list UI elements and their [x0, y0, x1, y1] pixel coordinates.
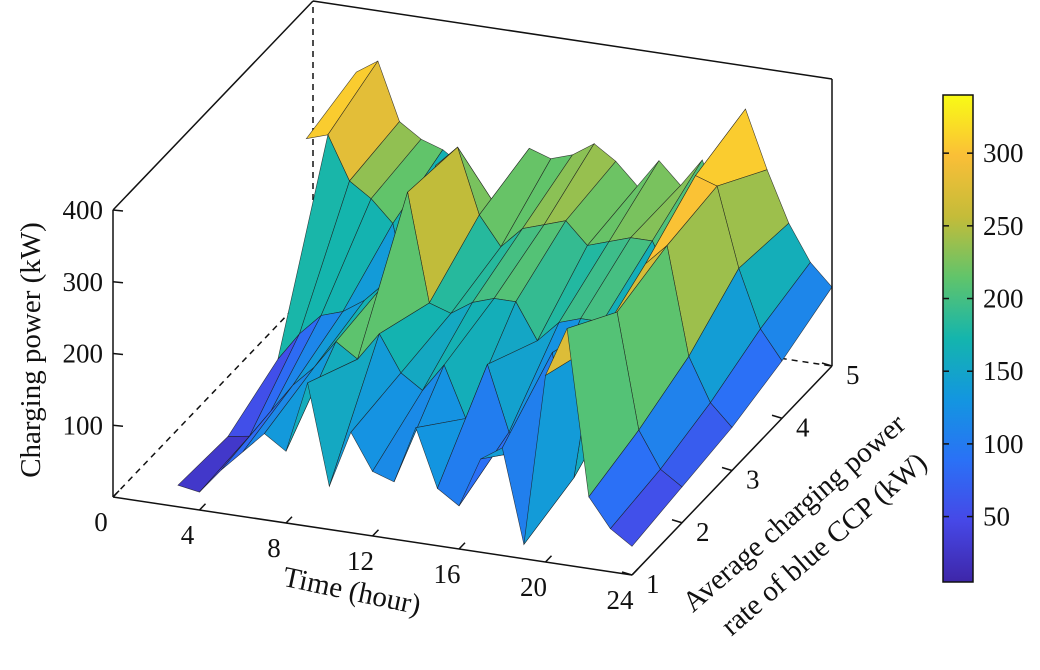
colorbar-tick-label-150: 150 [983, 356, 1024, 386]
x-tick-mark-8 [285, 516, 293, 524]
colorbar-tick-label-250: 250 [983, 211, 1024, 241]
surface-patch-23-0 [609, 468, 683, 547]
x-tick-label-0: 0 [94, 507, 108, 537]
y-tick-label-1: 1 [646, 569, 660, 599]
x-tick-mark-16 [458, 542, 466, 550]
colorbar-ticks: 50 100 150 200 250 300 [943, 138, 1024, 532]
x-tick-label-20: 20 [520, 572, 547, 602]
z-axis-label: Charging power (kW) [15, 222, 47, 478]
z-tick-mark-400 [112, 209, 124, 212]
y-tick-mark-2 [671, 519, 683, 524]
x-tick-mark-20 [544, 555, 553, 563]
x-tick-label-8: 8 [267, 533, 281, 563]
colorbar-tick-label-200: 200 [983, 284, 1024, 314]
z-tick-label-300: 300 [63, 267, 104, 297]
colorbar-fill [943, 95, 973, 582]
box-edge-top-back [312, 0, 833, 80]
colorbar: 50 100 150 200 250 300 [942, 94, 1024, 583]
box-edge-floor-left [112, 287, 314, 498]
colorbar-tick-label-100: 100 [983, 429, 1024, 459]
y-tick-label-4: 4 [796, 412, 810, 442]
x-tick-mark-24 [631, 568, 639, 576]
colorbar-tick-label-300: 300 [983, 138, 1024, 168]
colorbar-tick-label-50: 50 [983, 502, 1010, 532]
x-tick-label-24: 24 [607, 585, 635, 615]
z-tick-mark-200 [112, 352, 124, 356]
y-tick-label-3: 3 [746, 465, 760, 495]
x-tick-mark-0 [112, 490, 120, 498]
y-tick-mark-4 [771, 414, 783, 419]
y-tick-mark-5 [821, 362, 833, 367]
z-tick-mark-100 [112, 424, 124, 427]
z-axis-ticks: 100 200 300 400 [63, 195, 124, 440]
y-tick-mark-3 [721, 466, 733, 472]
surface-patch-3-0 [177, 435, 251, 493]
z-tick-label-400: 400 [63, 195, 104, 225]
y-tick-label-2: 2 [696, 517, 710, 547]
z-tick-mark-300 [112, 281, 124, 284]
x-tick-label-12: 12 [347, 546, 374, 576]
box-edge-top-left [112, 0, 314, 211]
y-axis-ticks: 1 2 3 4 5 [621, 360, 860, 599]
x-tick-mark-4 [198, 503, 207, 511]
x-axis-ticks: 0 4 8 12 16 20 24 [94, 490, 639, 615]
x-tick-mark-12 [371, 529, 380, 537]
surface-mesh [177, 60, 833, 547]
y-tick-mark-1 [621, 571, 633, 576]
y-tick-label-5: 5 [846, 360, 860, 390]
x-tick-label-16: 16 [434, 559, 461, 589]
z-tick-label-200: 200 [63, 339, 104, 369]
z-tick-label-100: 100 [63, 410, 104, 440]
x-tick-label-4: 4 [181, 520, 195, 550]
colorbar-frame [942, 94, 974, 583]
